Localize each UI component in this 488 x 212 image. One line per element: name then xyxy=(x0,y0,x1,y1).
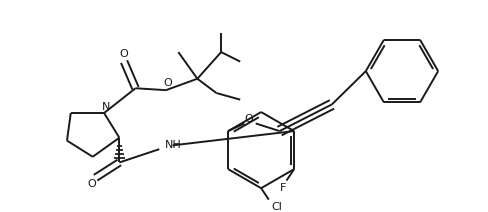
Text: N: N xyxy=(102,102,110,112)
Text: Cl: Cl xyxy=(271,202,282,212)
Text: NH: NH xyxy=(165,140,182,150)
Text: O: O xyxy=(244,114,253,124)
Text: O: O xyxy=(87,179,96,189)
Text: O: O xyxy=(163,78,172,88)
Text: O: O xyxy=(120,49,128,59)
Text: F: F xyxy=(280,183,286,193)
